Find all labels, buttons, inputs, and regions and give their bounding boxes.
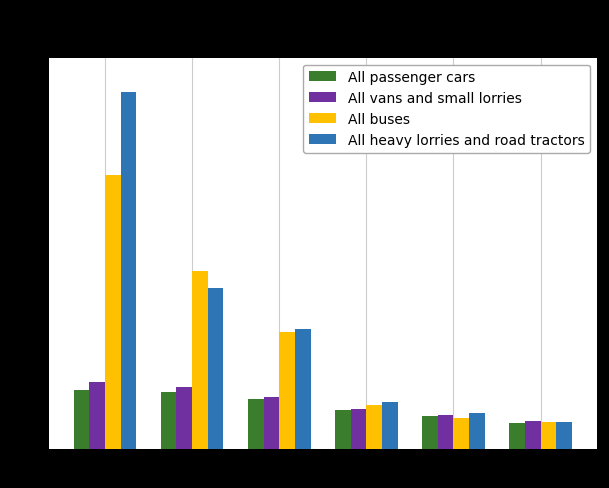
Bar [351,409,367,449]
Legend: All passenger cars, All vans and small lorries, All buses, All heavy lorries and: All passenger cars, All vans and small l… [303,65,590,153]
Bar [382,403,398,449]
Bar [279,332,295,449]
Bar [161,392,177,449]
Bar [192,271,208,449]
Bar [509,423,525,449]
Bar [177,387,192,449]
Bar [248,399,264,449]
Bar [208,288,224,449]
Bar [541,423,556,449]
Bar [264,397,279,449]
Bar [335,410,351,449]
Bar [556,423,572,449]
Bar [367,405,382,449]
Bar [295,330,311,449]
Bar [74,390,90,449]
Bar [90,382,105,449]
Bar [105,176,121,449]
Bar [454,418,469,449]
Bar [121,93,136,449]
Bar [469,413,485,449]
Bar [422,416,438,449]
Bar [438,415,454,449]
Bar [525,422,541,449]
